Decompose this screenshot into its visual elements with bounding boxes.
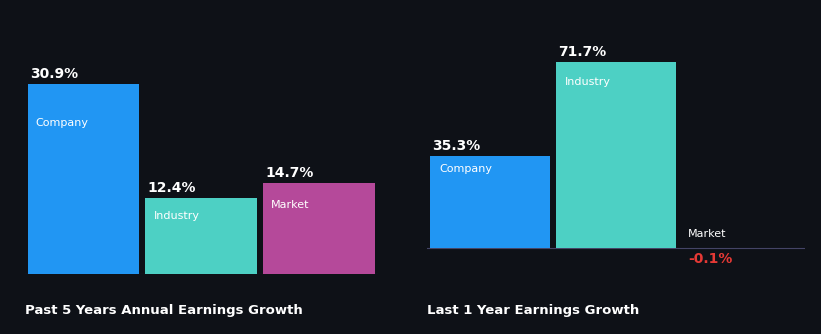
Text: Industry: Industry — [154, 211, 200, 221]
Text: Industry: Industry — [565, 76, 611, 87]
Bar — [263, 183, 374, 274]
Text: 71.7%: 71.7% — [558, 44, 607, 58]
Bar — [430, 156, 550, 248]
Text: 12.4%: 12.4% — [148, 180, 196, 194]
Text: Company: Company — [439, 164, 492, 174]
Text: Last 1 Year Earnings Growth: Last 1 Year Earnings Growth — [427, 304, 640, 317]
Text: Market: Market — [271, 200, 310, 210]
Bar — [28, 84, 140, 274]
Bar — [556, 62, 676, 248]
Text: 30.9%: 30.9% — [30, 67, 78, 81]
Text: Company: Company — [36, 118, 89, 128]
Text: -0.1%: -0.1% — [688, 252, 732, 266]
Text: 14.7%: 14.7% — [265, 166, 314, 180]
Text: 35.3%: 35.3% — [433, 139, 481, 153]
Text: Past 5 Years Annual Earnings Growth: Past 5 Years Annual Earnings Growth — [25, 304, 302, 317]
Text: Market: Market — [688, 229, 727, 239]
Bar — [145, 198, 257, 274]
